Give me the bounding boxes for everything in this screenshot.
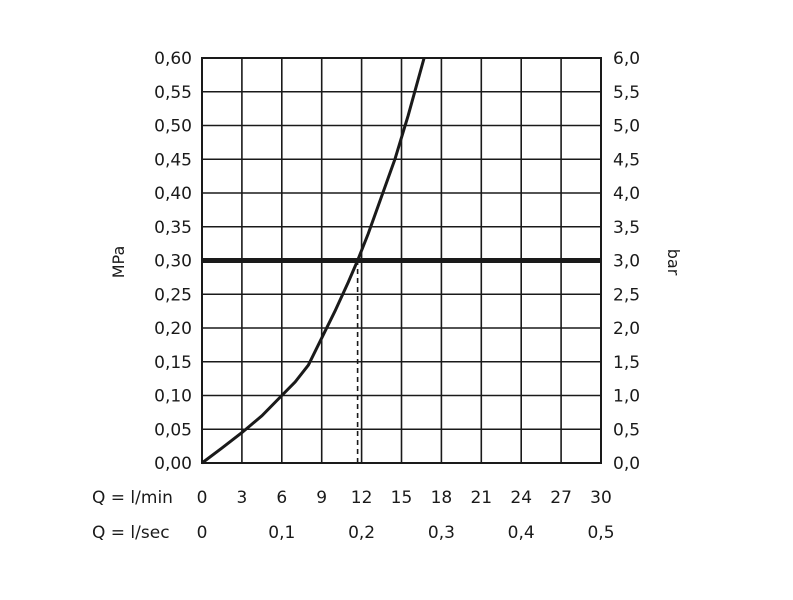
left-axis-tick-label: 0,50 xyxy=(154,117,192,137)
left-axis-tick-label: 0,10 xyxy=(154,387,192,407)
left-axis-tick-labels: 0,00 0,05 0,10 0,15 0,20 0,25 0,30 0,35 0,40 0,45… xyxy=(154,49,192,474)
right-axis-tick-label: 5,0 xyxy=(613,117,640,137)
right-axis-tick-label: 0,5 xyxy=(613,420,640,440)
x-axis-lmin-title: Q = l/min xyxy=(92,488,173,508)
x-axis-lmin-tick-label: 15 xyxy=(391,488,413,508)
x-axis-lmin-tick-label: 21 xyxy=(470,488,492,508)
x-axis-lmin-tick-label: 18 xyxy=(431,488,453,508)
x-axis-lsec-tick-label: 0,1 xyxy=(268,523,295,543)
x-axis-lsec-tick-labels: 0 0,1 0,2 0,3 0,4 0,5 xyxy=(197,523,615,543)
right-axis-tick-label: 3,0 xyxy=(613,252,640,272)
right-axis-tick-label: 1,5 xyxy=(613,353,640,373)
left-axis-tick-label: 0,35 xyxy=(154,218,192,238)
x-axis-lmin-tick-label: 24 xyxy=(510,488,532,508)
right-axis-tick-label: 3,5 xyxy=(613,218,640,238)
x-axis-lmin-tick-labels: 0 3 6 9 12 15 18 21 24 27 30 xyxy=(197,488,612,508)
x-axis-lmin-tick-label: 30 xyxy=(590,488,612,508)
left-axis-tick-label: 0,45 xyxy=(154,150,192,170)
x-axis-lmin-tick-label: 3 xyxy=(236,488,247,508)
left-axis-tick-label: 0,40 xyxy=(154,184,192,204)
x-axis-lsec-tick-label: 0,2 xyxy=(348,523,375,543)
right-axis-tick-label: 6,0 xyxy=(613,49,640,69)
right-axis-tick-label: 1,0 xyxy=(613,387,640,407)
left-axis-tick-label: 0,25 xyxy=(154,285,192,305)
left-axis-tick-label: 0,00 xyxy=(154,454,192,474)
x-axis-lsec-tick-label: 0 xyxy=(197,523,208,543)
left-axis-tick-label: 0,60 xyxy=(154,49,192,69)
x-axis-lsec-title: Q = l/sec xyxy=(92,523,170,543)
x-axis-lmin-tick-label: 6 xyxy=(276,488,287,508)
left-axis-tick-label: 0,55 xyxy=(154,83,192,103)
x-axis-lsec-tick-label: 0,5 xyxy=(587,523,614,543)
right-axis-tick-label: 4,0 xyxy=(613,184,640,204)
x-axis-lsec-tick-label: 0,3 xyxy=(428,523,455,543)
x-axis-lmin-tick-label: 27 xyxy=(550,488,572,508)
left-axis-tick-label: 0,30 xyxy=(154,252,192,272)
x-axis-lsec-tick-label: 0,4 xyxy=(508,523,535,543)
right-axis-tick-label: 2,5 xyxy=(613,285,640,305)
x-axis-lmin-tick-label: 9 xyxy=(316,488,327,508)
right-axis-tick-label: 2,0 xyxy=(613,319,640,339)
right-axis-tick-label: 0,0 xyxy=(613,454,640,474)
right-axis-tick-labels: 0,0 0,5 1,0 1,5 2,0 2,5 3,0 3,5 4,0 4,5 5,0 5,5 6,0 xyxy=(613,49,640,474)
right-axis-tick-label: 4,5 xyxy=(613,150,640,170)
right-axis-title: bar xyxy=(664,249,683,276)
right-axis-tick-label: 5,5 xyxy=(613,83,640,103)
flow-curve-series xyxy=(201,57,426,465)
x-axis-lmin-tick-label: 0 xyxy=(197,488,208,508)
x-axis-lmin-tick-label: 12 xyxy=(351,488,373,508)
left-axis-tick-label: 0,15 xyxy=(154,353,192,373)
left-axis-tick-label: 0,05 xyxy=(154,420,192,440)
grid xyxy=(202,58,601,463)
left-axis-tick-label: 0,20 xyxy=(154,319,192,339)
left-axis-title: MPa xyxy=(109,246,128,279)
